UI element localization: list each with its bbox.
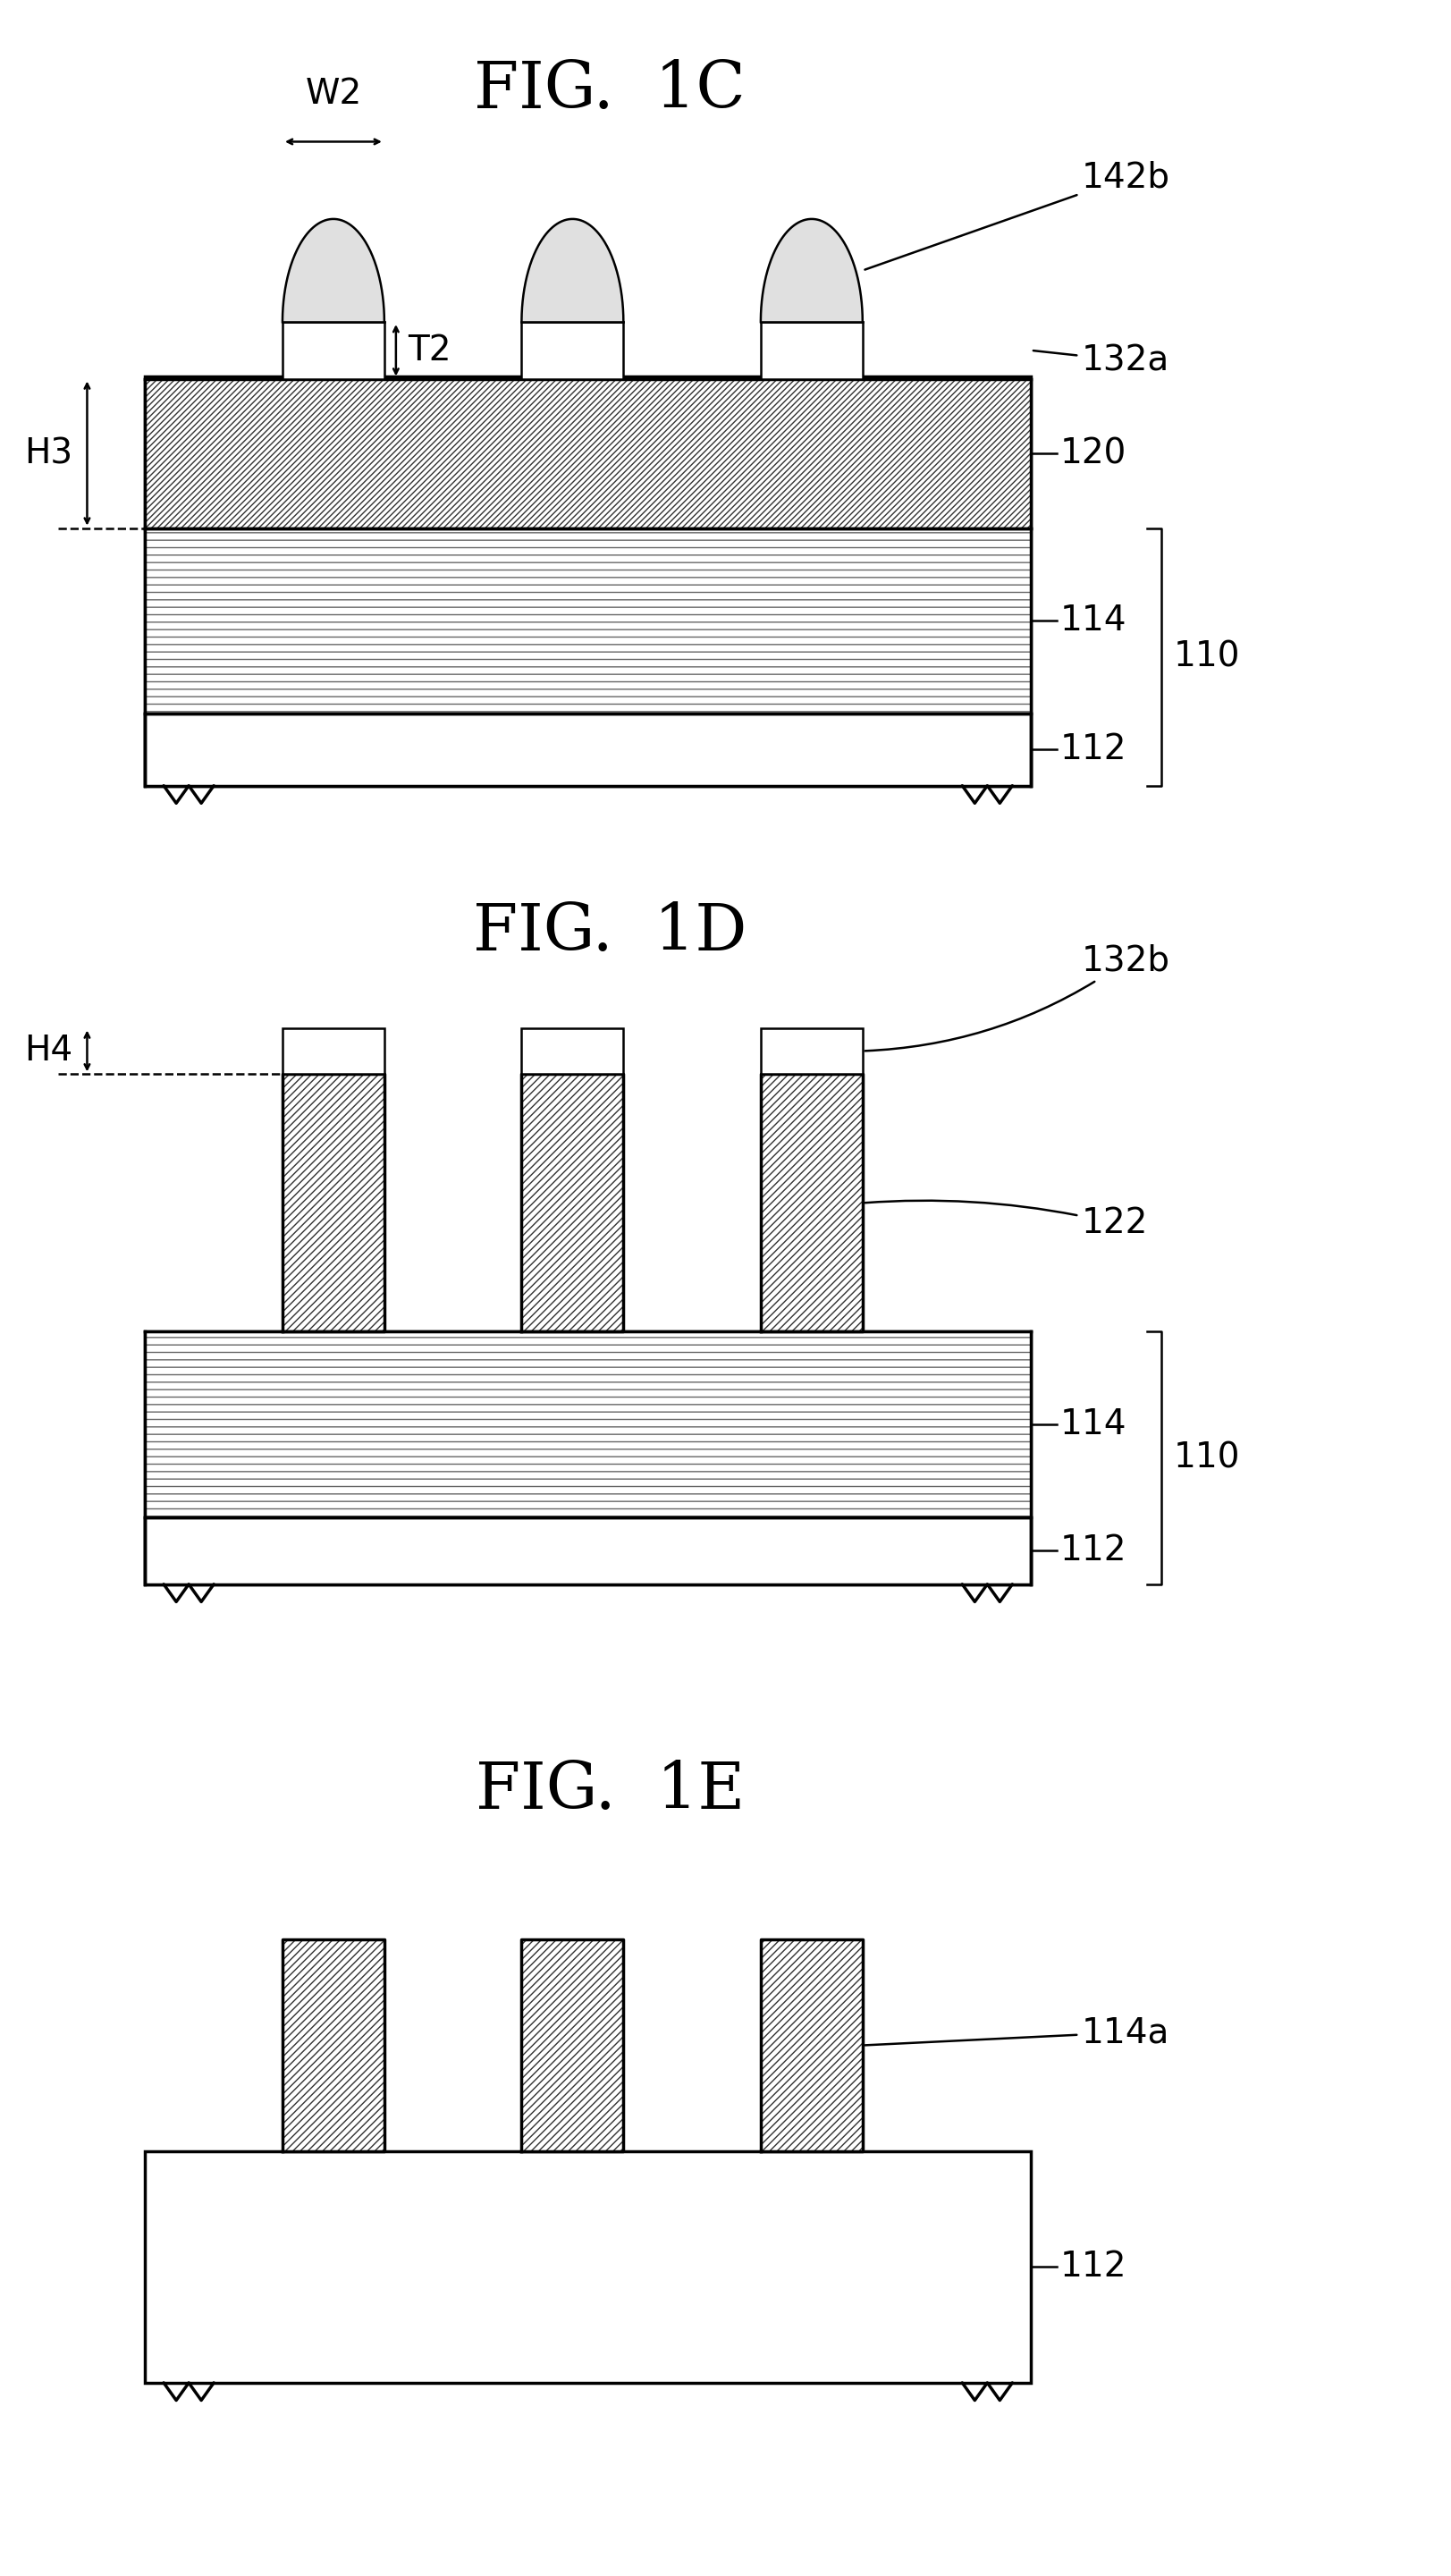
Text: 112: 112 [1059,2249,1126,2285]
Text: 132a: 132a [1033,343,1168,379]
Bar [760,1028,862,1074]
Bar [145,376,1030,786]
Polygon shape [521,219,622,322]
Text: W2: W2 [305,77,361,111]
Text: 132b: 132b [865,943,1170,1051]
Text: T2: T2 [408,332,451,368]
Text: 110: 110 [1172,1440,1239,1476]
Text: 112: 112 [1059,1533,1126,1569]
Bar [145,1332,1030,1584]
Polygon shape [283,219,385,322]
Bar [521,1028,622,1074]
Bar [283,1028,385,1074]
Text: 114: 114 [1059,603,1126,639]
Bar [760,1940,862,2151]
Text: 142b: 142b [865,160,1170,270]
Text: FIG.  1E: FIG. 1E [474,1759,744,1821]
Text: H3: H3 [25,435,73,471]
Text: 112: 112 [1059,732,1126,768]
Text: 110: 110 [1172,639,1239,675]
Text: H4: H4 [25,1033,73,1069]
Bar [145,379,1030,528]
Bar [145,1332,1030,1517]
Text: 120: 120 [1059,435,1126,471]
Bar [283,1940,385,2151]
Bar [145,2151,1030,2383]
Bar [760,322,862,379]
Bar [521,1074,622,1332]
Bar [283,1074,385,1332]
Bar [521,1940,622,2151]
Polygon shape [760,219,862,322]
Bar [283,322,385,379]
Text: 114a: 114a [865,2014,1170,2050]
Text: 122: 122 [865,1200,1148,1242]
Text: 114: 114 [1059,1406,1126,1443]
Text: FIG.  1C: FIG. 1C [473,59,746,121]
Bar [145,1517,1030,1584]
Bar [521,322,622,379]
Text: FIG.  1D: FIG. 1D [473,902,746,963]
Bar [145,714,1030,786]
Bar [145,528,1030,714]
Bar [760,1074,862,1332]
